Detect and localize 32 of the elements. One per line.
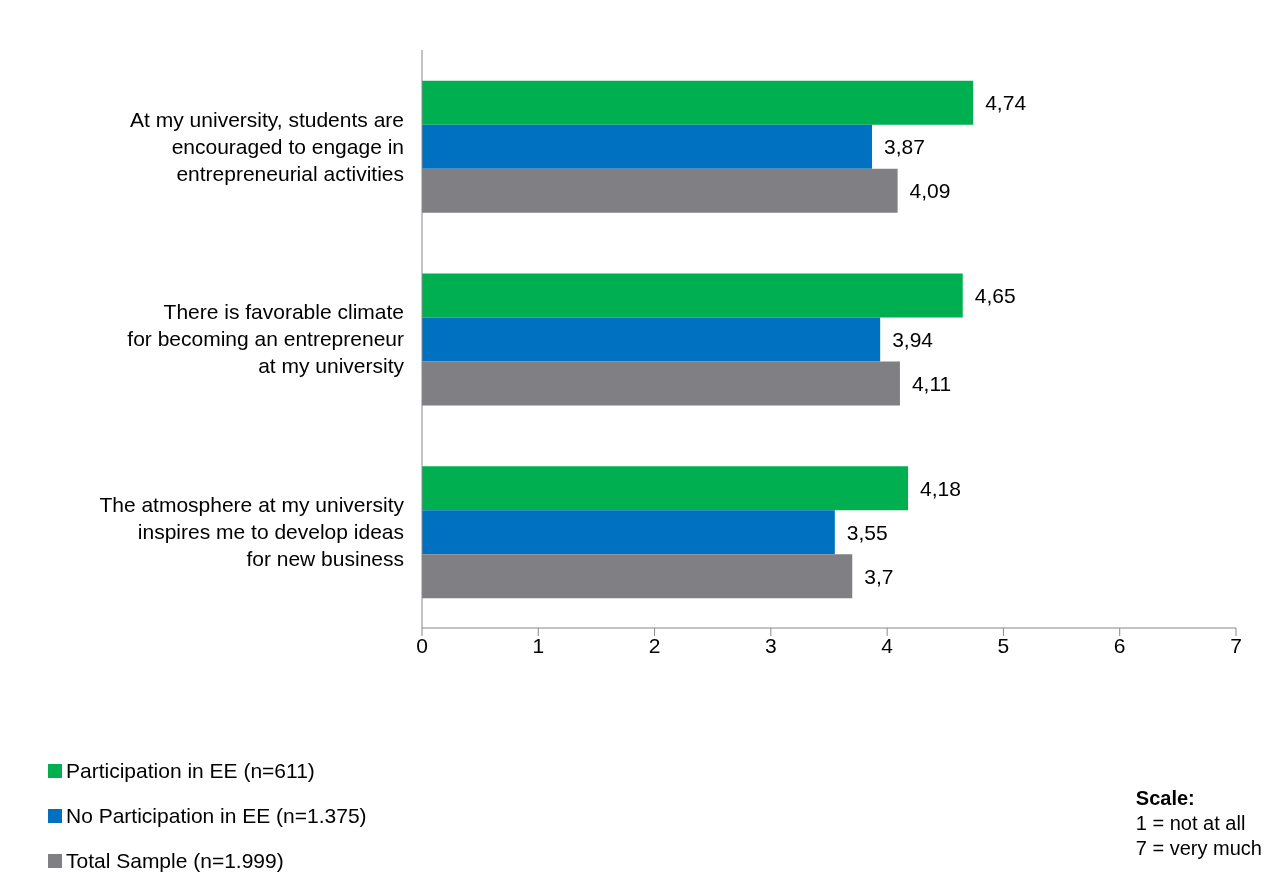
data-label: 4,09	[909, 179, 951, 203]
data-label: 4,65	[974, 283, 1016, 307]
legend-label: Participation in EE (n=611)	[66, 758, 315, 783]
x-tick-label: 7	[1230, 633, 1242, 657]
y-tick-label: At my university, students are encouraged to engage in entrepreneurial activities	[130, 107, 404, 185]
data-label: 4,18	[920, 476, 961, 500]
legend-label: No Participation in EE (n=1.375)	[66, 803, 367, 828]
y-tick-label: The atmosphere at my university inspires me to develop ideas for new business	[99, 493, 405, 571]
bar	[422, 466, 909, 511]
x-tick-label: 2	[648, 633, 661, 657]
bar	[422, 273, 963, 318]
text: Scale:	[1135, 786, 1196, 811]
data-label: 3,55	[846, 520, 888, 544]
text: 7 = very much	[1135, 836, 1262, 861]
data-label: 3,87	[884, 135, 925, 159]
y-tick-label: There is favorable climate for becoming an entrepreneur at my university	[127, 300, 405, 378]
data-label: 4,74	[985, 91, 1027, 115]
text: 1 = not at all	[1135, 811, 1247, 836]
x-tick-label: 3	[765, 633, 777, 657]
bar	[422, 317, 881, 362]
data-label: 3,7	[864, 564, 894, 588]
x-tick-label: 0	[416, 633, 428, 657]
data-label: 3,94	[892, 327, 934, 351]
x-tick-label: 4	[881, 633, 894, 657]
legend-label: Total Sample (n=1.999)	[66, 848, 284, 873]
bar	[422, 80, 974, 125]
data-label: 4,11	[911, 371, 952, 395]
bar	[422, 510, 835, 555]
x-tick-label: 1	[532, 633, 545, 657]
bar	[422, 124, 873, 169]
x-tick-label: 6	[1113, 633, 1126, 657]
x-tick-label: 5	[997, 633, 1010, 657]
